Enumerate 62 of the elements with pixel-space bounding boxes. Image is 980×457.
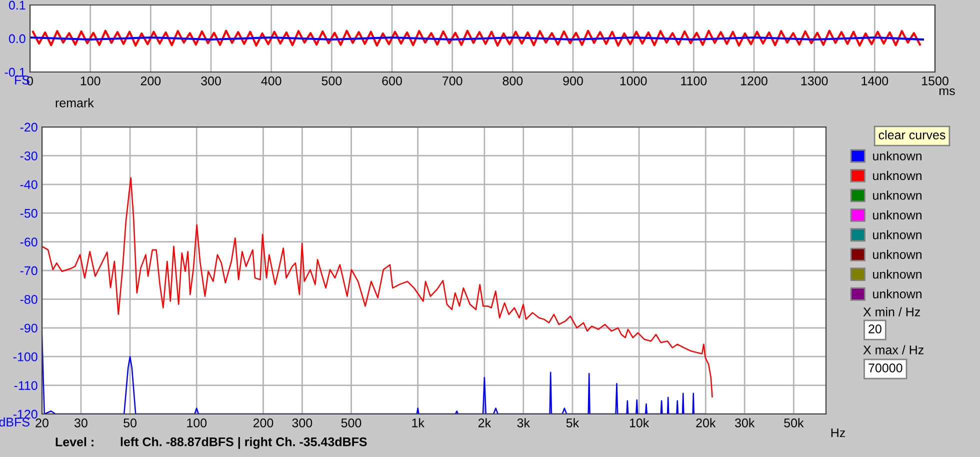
text: Level : xyxy=(56,437,94,446)
legend-label: unknown xyxy=(873,190,922,200)
x-tick-label: 20 xyxy=(36,418,48,428)
legend-label: unknown xyxy=(873,289,922,298)
x-axis-title: ms xyxy=(940,88,955,96)
x-tick-label: 500 xyxy=(341,418,362,428)
x-tick-label: 200 xyxy=(253,418,274,428)
y-tick-label: -40 xyxy=(20,180,38,190)
x-tick-label: 100 xyxy=(80,76,100,86)
line-series xyxy=(32,30,921,47)
x-tick-label: 50 xyxy=(124,418,136,428)
x-tick-label: 700 xyxy=(442,76,462,86)
x-tick-label: 400 xyxy=(261,76,282,86)
y-tick-label: -110 xyxy=(14,381,38,390)
x-tick-label: 20k xyxy=(696,418,716,428)
x-tick-label: 1300 xyxy=(801,76,828,86)
x-tick-label: 300 xyxy=(292,418,312,428)
text: 70000 xyxy=(868,364,902,372)
legend-label: unknown xyxy=(873,230,922,240)
x-tick-label: 30k xyxy=(735,418,755,428)
legend-label: unknown xyxy=(873,270,922,279)
text: left Ch. -88.87dBFS | right Ch. -35.43dBFS xyxy=(120,437,367,449)
text: 20 xyxy=(868,324,882,334)
y-tick-label: -60 xyxy=(20,238,38,246)
text: remark xyxy=(56,98,94,108)
x-tick-label: 100 xyxy=(187,418,207,428)
x-tick-label: 10k xyxy=(630,418,650,428)
x-tick-label: 5k xyxy=(566,418,580,428)
x-tick-label: 800 xyxy=(502,76,523,86)
x-tick-label: 600 xyxy=(382,76,402,86)
text: clear curves xyxy=(878,130,946,140)
y-tick-label: -100 xyxy=(13,352,38,362)
x-tick-label: 900 xyxy=(563,76,583,86)
x-tick-label: 3k xyxy=(517,418,530,428)
text: X max / Hz xyxy=(863,345,924,354)
x-tick-label: 1100 xyxy=(681,76,707,86)
x-tick-label: 500 xyxy=(322,76,342,86)
y-tick-label: -90 xyxy=(20,324,38,333)
x-tick-label: 2k xyxy=(478,418,492,428)
legend-label: unknown xyxy=(873,151,922,160)
x-axis-title: Hz xyxy=(831,428,846,438)
y-tick-label: -20 xyxy=(20,122,38,132)
y-tick-label: 0.0 xyxy=(8,34,26,44)
x-tick-label: 50k xyxy=(784,418,804,428)
y-tick-label: -30 xyxy=(20,152,38,160)
legend-label: unknown xyxy=(873,210,922,220)
x-tick-label: 1200 xyxy=(741,76,768,86)
x-tick-label: 200 xyxy=(140,76,161,86)
y-tick-label: -80 xyxy=(20,295,38,304)
text: X min / Hz xyxy=(863,307,920,316)
x-tick-label: 1400 xyxy=(862,76,888,86)
legend-label: unknown xyxy=(873,250,922,259)
x-tick-label: 1000 xyxy=(620,76,647,86)
y-tick-label: -50 xyxy=(20,208,38,218)
x-tick-label: 1500 xyxy=(922,76,948,86)
y-tick-label: -70 xyxy=(20,266,38,276)
y-tick-label: -0.1 xyxy=(4,68,26,77)
x-tick-label: 300 xyxy=(201,76,221,86)
legend-label: unknown xyxy=(873,170,922,180)
y-tick-label: 0.1 xyxy=(8,0,26,10)
x-tick-label: 1k xyxy=(412,418,424,428)
x-tick-label: 30 xyxy=(74,418,88,428)
